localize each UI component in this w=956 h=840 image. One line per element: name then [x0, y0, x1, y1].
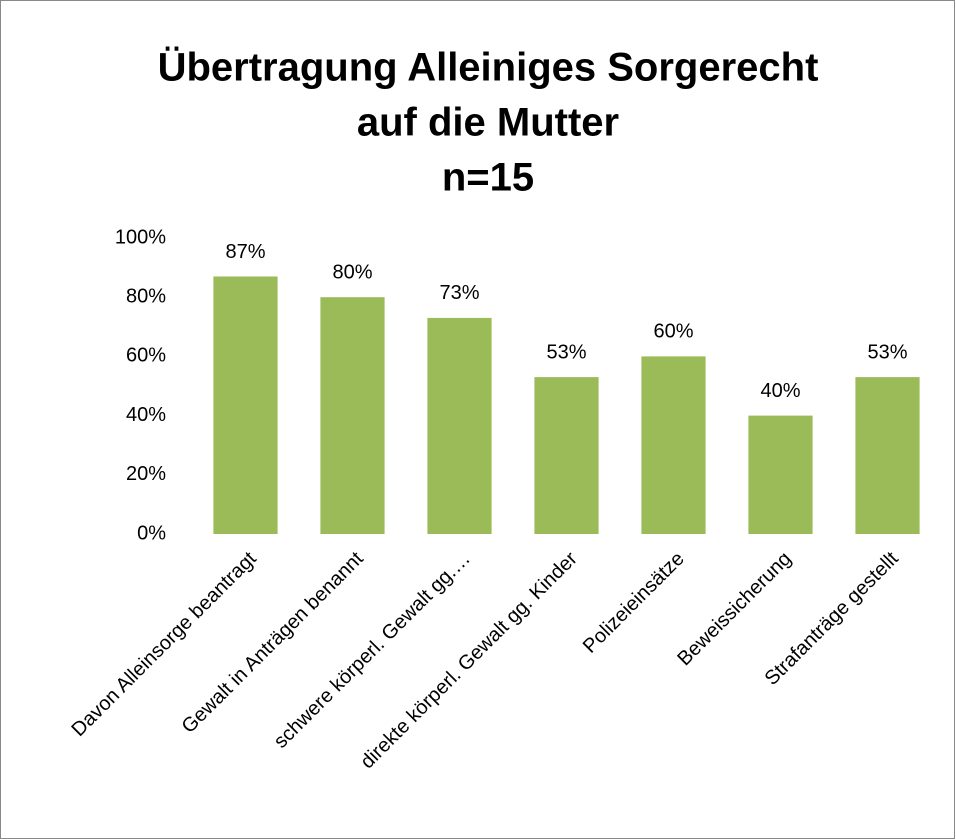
- data-label: 73%: [439, 282, 479, 304]
- y-tick-label: 80%: [126, 285, 166, 307]
- data-label: 53%: [546, 341, 586, 363]
- y-tick-label: 60%: [126, 345, 166, 367]
- y-tick-label: 40%: [126, 404, 166, 426]
- bar: [534, 377, 599, 534]
- chart-title: n=15: [442, 156, 534, 200]
- data-label: 87%: [225, 241, 265, 263]
- bar: [427, 317, 492, 534]
- chart-title: auf die Mutter: [357, 101, 619, 145]
- chart-title: Übertragung Alleiniges Sorgerecht: [158, 45, 819, 90]
- bar: [641, 356, 706, 534]
- data-label: 80%: [332, 261, 372, 283]
- data-label: 53%: [867, 341, 907, 363]
- y-tick-label: 20%: [126, 463, 166, 485]
- data-label: 60%: [653, 321, 693, 343]
- y-tick-label: 100%: [115, 226, 166, 248]
- bar: [748, 415, 813, 534]
- y-tick-label: 0%: [137, 522, 166, 544]
- data-label: 40%: [760, 380, 800, 402]
- bar: [855, 377, 920, 534]
- bar: [320, 297, 385, 534]
- bar: [213, 276, 278, 534]
